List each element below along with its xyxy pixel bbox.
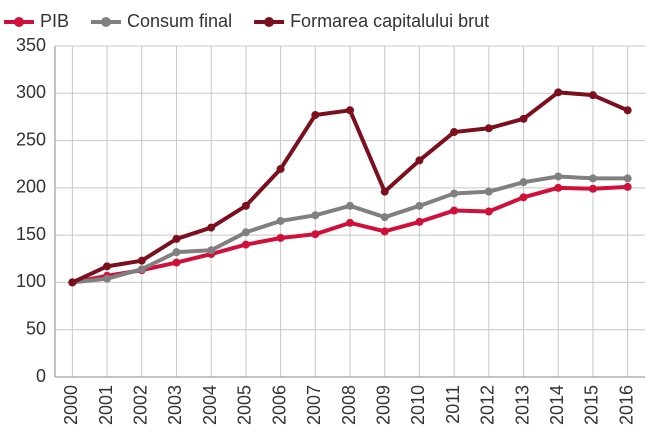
point bbox=[276, 216, 285, 225]
point bbox=[346, 201, 354, 210]
point bbox=[380, 187, 389, 196]
x-tick-label: 2016 bbox=[616, 385, 636, 425]
legend-swatch-dot bbox=[14, 17, 24, 27]
point bbox=[484, 207, 493, 216]
point bbox=[415, 156, 424, 165]
x-tick-label: 2010 bbox=[408, 385, 428, 425]
x-tick-label: 2008 bbox=[339, 385, 359, 425]
point bbox=[241, 201, 250, 210]
point bbox=[241, 240, 250, 249]
point bbox=[346, 218, 354, 227]
point bbox=[554, 88, 563, 97]
x-tick-label: 2007 bbox=[304, 385, 324, 425]
x-tick-label: 2009 bbox=[373, 385, 393, 425]
point bbox=[207, 223, 216, 232]
point bbox=[68, 278, 77, 287]
point bbox=[623, 182, 632, 191]
y-tick-label: 0 bbox=[36, 366, 46, 386]
y-tick-label: 150 bbox=[16, 224, 46, 244]
point bbox=[519, 193, 528, 202]
point bbox=[554, 183, 563, 192]
legend-label: Formarea capitalului brut bbox=[290, 11, 489, 31]
point bbox=[241, 228, 250, 237]
point bbox=[450, 206, 459, 215]
legend-label: PIB bbox=[40, 11, 69, 31]
point bbox=[276, 164, 285, 173]
point bbox=[276, 233, 285, 242]
y-tick-label: 200 bbox=[16, 177, 46, 197]
x-tick-label: 2005 bbox=[235, 385, 255, 425]
x-tick-label: 2014 bbox=[547, 385, 567, 425]
point bbox=[380, 213, 389, 222]
point bbox=[450, 128, 459, 137]
point bbox=[484, 187, 493, 196]
point bbox=[588, 174, 597, 183]
y-tick-label: 250 bbox=[16, 129, 46, 149]
x-tick-label: 2003 bbox=[165, 385, 185, 425]
x-tick-label: 2001 bbox=[96, 385, 116, 425]
point bbox=[311, 230, 320, 239]
point bbox=[137, 256, 146, 265]
point bbox=[519, 114, 528, 123]
point bbox=[103, 274, 112, 283]
point bbox=[172, 248, 181, 257]
point bbox=[415, 217, 424, 226]
x-tick-label: 2006 bbox=[269, 385, 289, 425]
point bbox=[623, 174, 632, 183]
x-tick-label: 2013 bbox=[512, 385, 532, 425]
point bbox=[172, 258, 181, 267]
point bbox=[554, 172, 563, 181]
point bbox=[588, 91, 597, 100]
point bbox=[311, 211, 320, 220]
x-tick-label: 2002 bbox=[131, 385, 151, 425]
point bbox=[207, 246, 216, 255]
y-tick-label: 300 bbox=[16, 82, 46, 102]
point bbox=[450, 189, 459, 198]
point bbox=[623, 106, 632, 115]
y-tick-label: 350 bbox=[16, 35, 46, 55]
point bbox=[103, 262, 112, 271]
point bbox=[346, 106, 354, 115]
point bbox=[484, 124, 493, 133]
point bbox=[415, 201, 424, 210]
point bbox=[137, 265, 146, 274]
legend-swatch-dot bbox=[264, 17, 275, 27]
point bbox=[311, 111, 320, 120]
point bbox=[172, 234, 181, 243]
x-tick-label: 2011 bbox=[443, 385, 463, 424]
y-tick-label: 100 bbox=[16, 271, 46, 291]
legend-swatch-dot bbox=[101, 17, 112, 27]
legend-label: Consum final bbox=[127, 11, 232, 31]
x-tick-label: 2012 bbox=[478, 385, 498, 425]
x-tick-label: 2004 bbox=[200, 385, 220, 425]
point bbox=[380, 227, 389, 236]
point bbox=[519, 178, 528, 187]
y-tick-label: 50 bbox=[26, 318, 46, 338]
x-tick-label: 2015 bbox=[582, 385, 602, 425]
point bbox=[588, 184, 597, 193]
x-tick-label: 2000 bbox=[61, 385, 81, 425]
